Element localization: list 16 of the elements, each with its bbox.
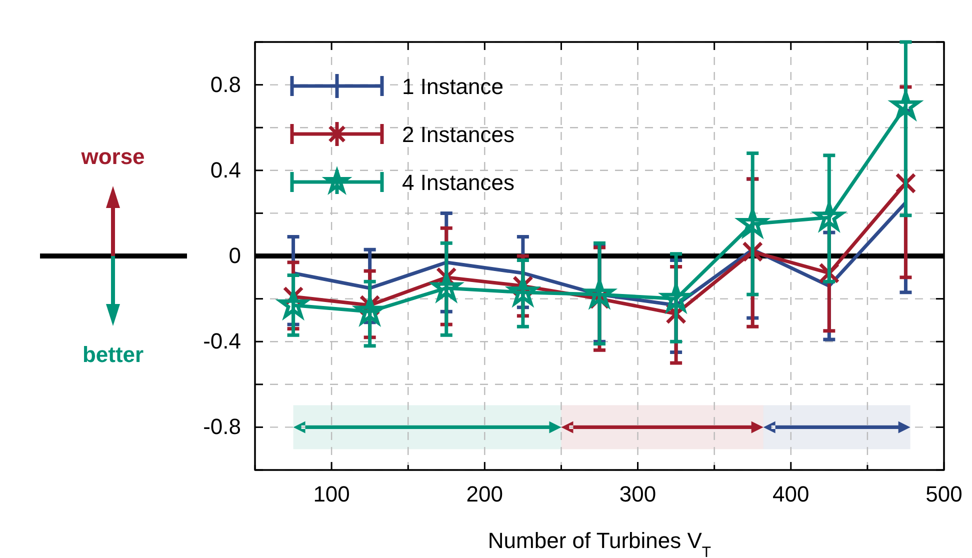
legend-label: 1 Instance [402,74,504,99]
x-tick-label: 500 [926,482,962,507]
x-tick-label: 200 [466,482,504,507]
y-tick-label: 0 [228,243,241,268]
y-tick-label: 0.4 [210,157,241,182]
x-tick-label: 400 [772,482,810,507]
legend-label: 2 Instances [402,122,515,147]
y-tick-label: -0.8 [203,414,241,440]
text: worse [80,144,145,169]
y-tick-label: -0.4 [203,328,241,354]
x-tick-label: 300 [619,482,656,507]
y-tick-label: 0.8 [210,72,241,97]
x-tick-label: 100 [313,482,350,507]
text: better [82,342,144,367]
legend-label: 4 Instances [402,170,515,195]
x-axis-title: Number of Turbines V$_{T}$ [488,528,712,558]
